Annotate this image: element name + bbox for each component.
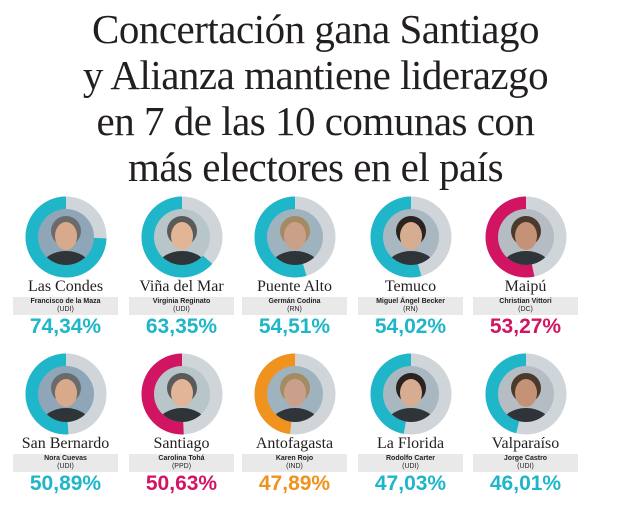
candidate-party: (RN)	[287, 306, 302, 313]
headline-line: más electores en el país	[127, 144, 504, 190]
ring-arc	[370, 196, 451, 278]
headline-line: y Alianza mantiene liderazgo	[82, 52, 549, 98]
candidate-party: (UDI)	[517, 463, 534, 470]
vote-ring	[141, 196, 223, 278]
vote-ring	[254, 353, 336, 435]
candidate-box: Nora Cuevas (UDI)	[13, 454, 118, 472]
commune-card: Las Condes Francisco de la Maza (UDI) 74,34…	[8, 196, 123, 339]
vote-percent: 63,35%	[145, 315, 218, 338]
commune-name: Puente Alto	[256, 278, 333, 295]
candidate-name: Rodolfo Carter	[386, 455, 435, 462]
vote-ring	[485, 196, 567, 278]
vote-percent: 47,89%	[258, 472, 331, 495]
commune-name: Maipú	[504, 278, 547, 295]
commune-name: Las Condes	[27, 278, 104, 295]
ring-arc	[254, 353, 335, 435]
portrait-photo	[382, 366, 439, 422]
vote-ring	[370, 196, 452, 278]
vote-ring	[25, 353, 107, 435]
ring-arc	[485, 196, 566, 278]
vote-percent: 46,01%	[489, 472, 562, 495]
candidate-name: Jorge Castro	[503, 455, 548, 462]
vote-percent: 53,27%	[489, 315, 562, 338]
commune-card: Temuco Miguel Ángel Becker (RN) 54,02%	[353, 196, 468, 339]
commune-card: Maipú Christian Vittori (DC) 53,27%	[468, 196, 583, 339]
candidate-name: Nora Cuevas	[44, 455, 87, 462]
candidate-party: (UDI)	[57, 306, 74, 313]
vote-ring	[141, 353, 223, 435]
portrait-photo	[497, 366, 554, 422]
candidate-name: Virginia Reginato	[152, 298, 211, 305]
commune-name: Valparaíso	[491, 435, 560, 452]
candidate-party: (RN)	[403, 306, 418, 313]
candidate-party: (UDI)	[57, 463, 74, 470]
headline: Concertación gana Santiago y Alianza man…	[0, 6, 631, 190]
commune-card: La Florida Rodolfo Carter (UDI) 47,03%	[353, 353, 468, 496]
commune-name: San Bernardo	[21, 435, 110, 452]
portrait-photo	[153, 209, 210, 265]
headline-line: en 7 de las 10 comunas con	[96, 98, 535, 144]
commune-card: Viña del Mar Virginia Reginato (UDI) 63,35%	[124, 196, 239, 339]
vote-percent: 50,89%	[29, 472, 102, 495]
commune-card: Puente Alto Germán Codina (RN) 54,51%	[237, 196, 352, 339]
vote-percent: 54,51%	[258, 315, 331, 338]
portrait-photo	[497, 209, 554, 265]
commune-card: Antofagasta Karen Rojo (IND) 47,89%	[237, 353, 352, 496]
ring-arc	[254, 196, 335, 278]
candidate-box: Christian Vittori (DC)	[473, 297, 578, 315]
candidate-box: Miguel Ángel Becker (RN)	[358, 297, 463, 315]
ring-arc	[485, 353, 566, 435]
ring-arc	[141, 196, 222, 278]
candidate-name: Francisco de la Maza	[30, 298, 101, 305]
ring-arc	[370, 353, 451, 435]
vote-percent: 50,63%	[145, 472, 218, 495]
vote-percent: 47,03%	[374, 472, 447, 495]
portrait-photo	[266, 366, 323, 422]
vote-ring	[370, 353, 452, 435]
headline-line: Concertación gana Santiago	[92, 6, 539, 52]
commune-card: San Bernardo Nora Cuevas (UDI) 50,89%	[8, 353, 123, 496]
vote-ring	[485, 353, 567, 435]
candidate-name: Christian Vittori	[499, 298, 552, 305]
portrait-photo	[37, 209, 94, 265]
candidate-box: Virginia Reginato (UDI)	[129, 297, 234, 315]
ring-arc	[141, 353, 222, 435]
portrait-photo	[153, 366, 210, 422]
commune-name: Viña del Mar	[139, 278, 224, 295]
candidate-box: Rodolfo Carter (UDI)	[358, 454, 463, 472]
candidate-name: Germán Codina	[268, 298, 321, 305]
candidate-party: (IND)	[286, 463, 303, 470]
candidate-name: Miguel Ángel Becker	[376, 298, 445, 305]
commune-name: La Florida	[376, 435, 445, 452]
ring-arc	[25, 353, 106, 435]
candidate-party: (UDI)	[173, 306, 190, 313]
vote-ring	[25, 196, 107, 278]
candidate-party: (UDI)	[402, 463, 419, 470]
vote-percent: 54,02%	[374, 315, 447, 338]
portrait-photo	[37, 366, 94, 422]
commune-card: Valparaíso Jorge Castro (UDI) 46,01%	[468, 353, 583, 496]
commune-name: Santiago	[153, 435, 210, 452]
commune-name: Temuco	[384, 278, 437, 295]
candidate-box: Francisco de la Maza (UDI)	[13, 297, 118, 315]
candidate-name: Karen Rojo	[275, 455, 314, 462]
portrait-photo	[382, 209, 439, 265]
candidate-party: (PPD)	[171, 463, 192, 470]
candidate-box: Karen Rojo (IND)	[242, 454, 347, 472]
candidate-box: Carolina Tohá (PPD)	[129, 454, 234, 472]
commune-card: Santiago Carolina Tohá (PPD) 50,63%	[124, 353, 239, 496]
candidate-party: (DC)	[518, 306, 533, 313]
ring-arc	[25, 196, 106, 278]
vote-percent: 74,34%	[29, 315, 102, 338]
vote-ring	[254, 196, 336, 278]
candidate-box: Jorge Castro (UDI)	[473, 454, 578, 472]
commune-name: Antofagasta	[255, 435, 334, 452]
candidate-box: Germán Codina (RN)	[242, 297, 347, 315]
candidate-name: Carolina Tohá	[158, 455, 205, 462]
portrait-photo	[266, 209, 323, 265]
